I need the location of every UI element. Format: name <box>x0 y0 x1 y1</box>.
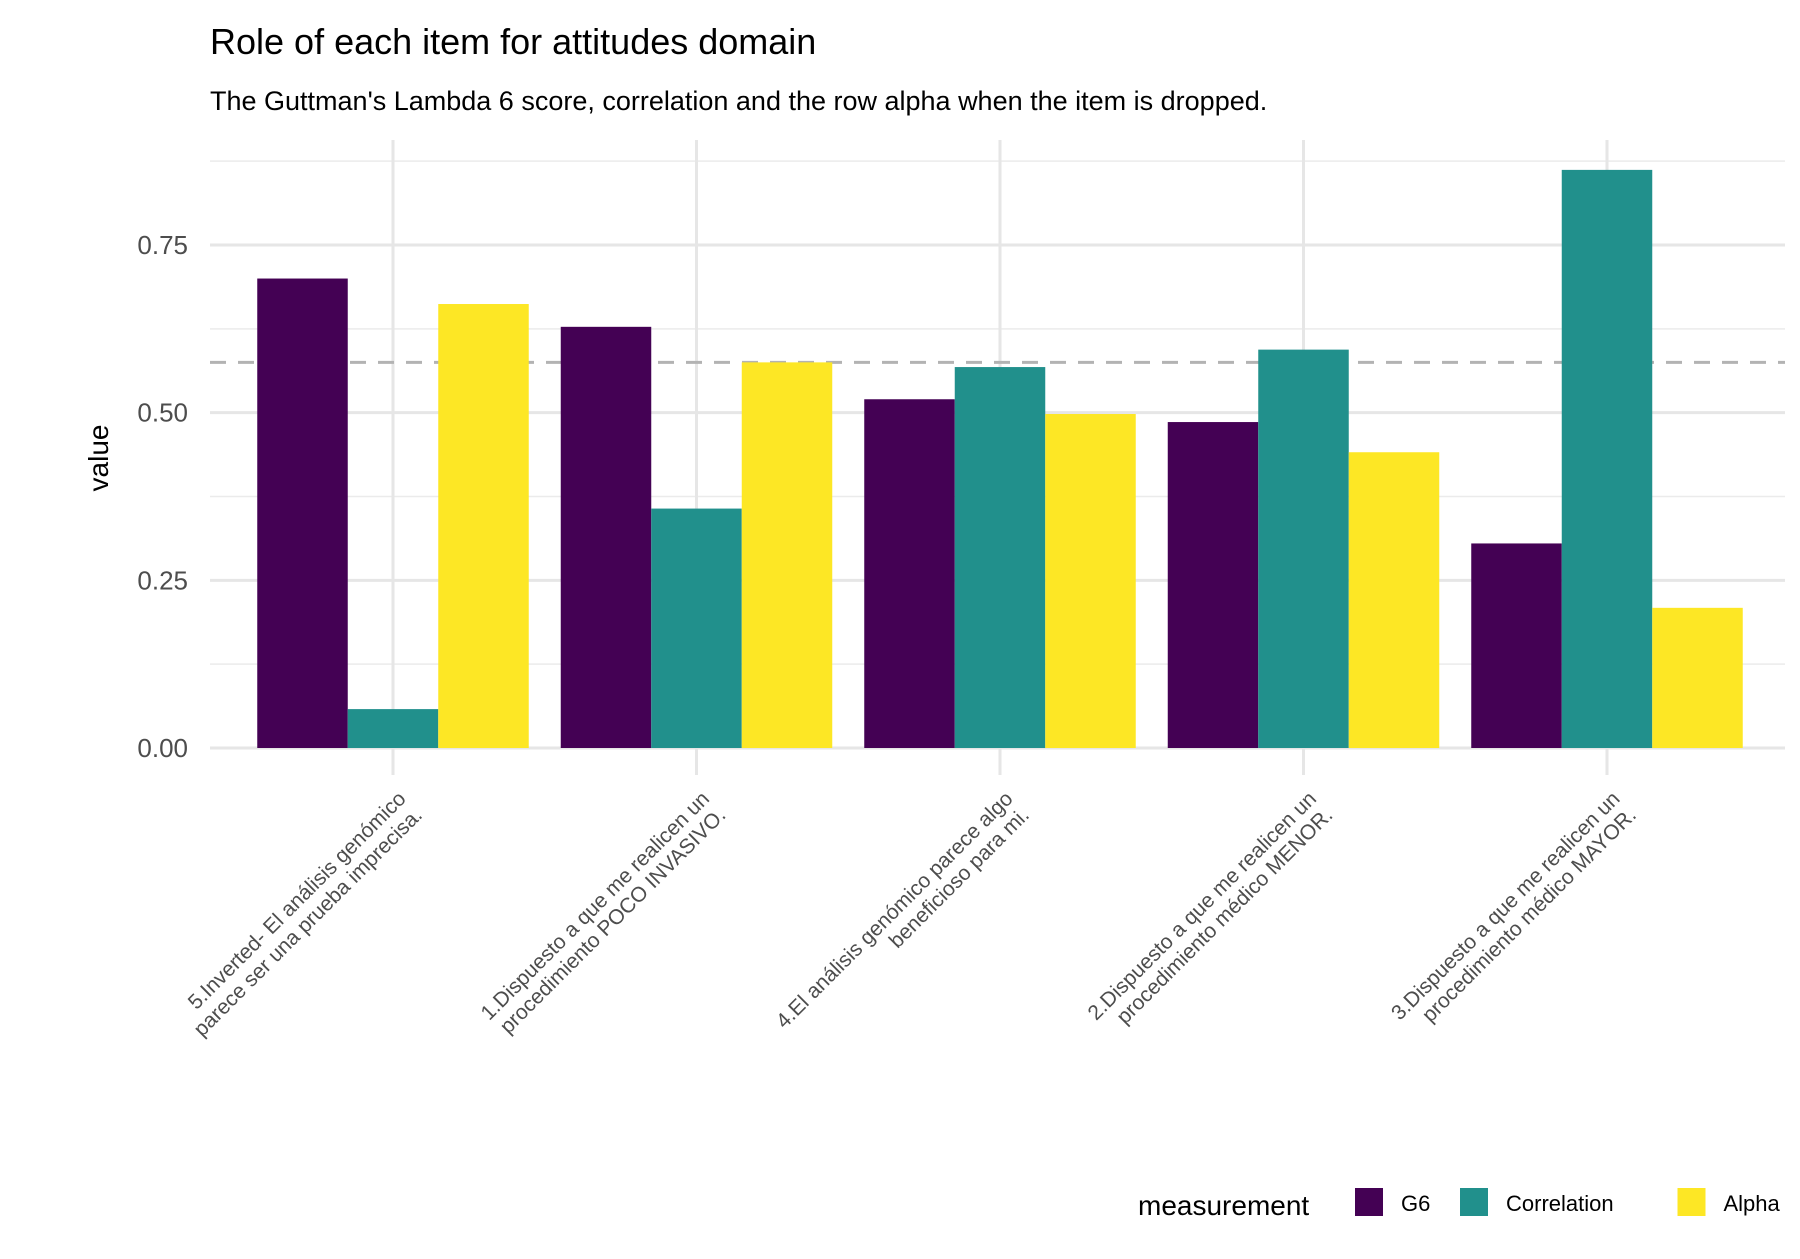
legend-key-correlation <box>1460 1188 1488 1216</box>
y-tick-label: 0.75 <box>137 230 188 260</box>
chart-subtitle: The Guttman's Lambda 6 score, correlatio… <box>210 86 1267 116</box>
bar-correlation <box>1258 349 1349 748</box>
bar-correlation <box>1561 169 1653 749</box>
bar-correlation <box>954 367 1046 748</box>
bar-alpha <box>1348 452 1440 748</box>
bar-alpha <box>438 304 529 748</box>
bar-g6 <box>1167 422 1259 748</box>
x-axis-category-labels: 5.Inverted- El análisis genómicoparece s… <box>173 787 1641 1049</box>
bar-alpha <box>1652 607 1743 748</box>
legend-title: measurement <box>1138 1190 1309 1221</box>
bar-correlation <box>347 709 439 748</box>
bar-correlation <box>651 508 742 748</box>
chart-title: Role of each item for attitudes domain <box>210 21 816 62</box>
legend-label-alpha: Alpha <box>1724 1191 1781 1216</box>
bar-g6 <box>560 326 652 748</box>
legend-key-g6 <box>1355 1188 1383 1216</box>
bar-g6 <box>257 278 348 748</box>
bar-g6 <box>864 399 955 748</box>
y-tick-label: 0.00 <box>137 733 188 763</box>
legend-key-alpha <box>1677 1188 1706 1216</box>
y-axis-ticks: 0.00 0.25 0.50 0.75 <box>137 230 188 763</box>
x-category-label: 1.Dispuesto a que me realicen unprocedim… <box>477 787 731 1041</box>
y-axis-label: value <box>83 425 114 492</box>
x-category-label: 2.Dispuesto a que me realicen unprocedim… <box>1084 787 1338 1041</box>
y-tick-label: 0.50 <box>137 398 188 428</box>
legend-label-g6: G6 <box>1401 1191 1430 1216</box>
y-tick-label: 0.25 <box>137 565 188 595</box>
x-category-label: 4.El análisis genómico parece algobenefi… <box>772 787 1034 1049</box>
legend: measurement G6 Correlation Alpha <box>1138 1188 1781 1221</box>
bar-g6 <box>1471 543 1562 748</box>
bars <box>257 169 1743 749</box>
x-category-label: 3.Dispuesto a que me realicen unprocedim… <box>1387 787 1641 1041</box>
x-category-label: 5.Inverted- El análisis genómicoparece s… <box>173 787 427 1041</box>
bar-alpha <box>741 362 833 748</box>
bar-alpha <box>1045 414 1136 748</box>
legend-label-correlation: Correlation <box>1506 1191 1614 1216</box>
